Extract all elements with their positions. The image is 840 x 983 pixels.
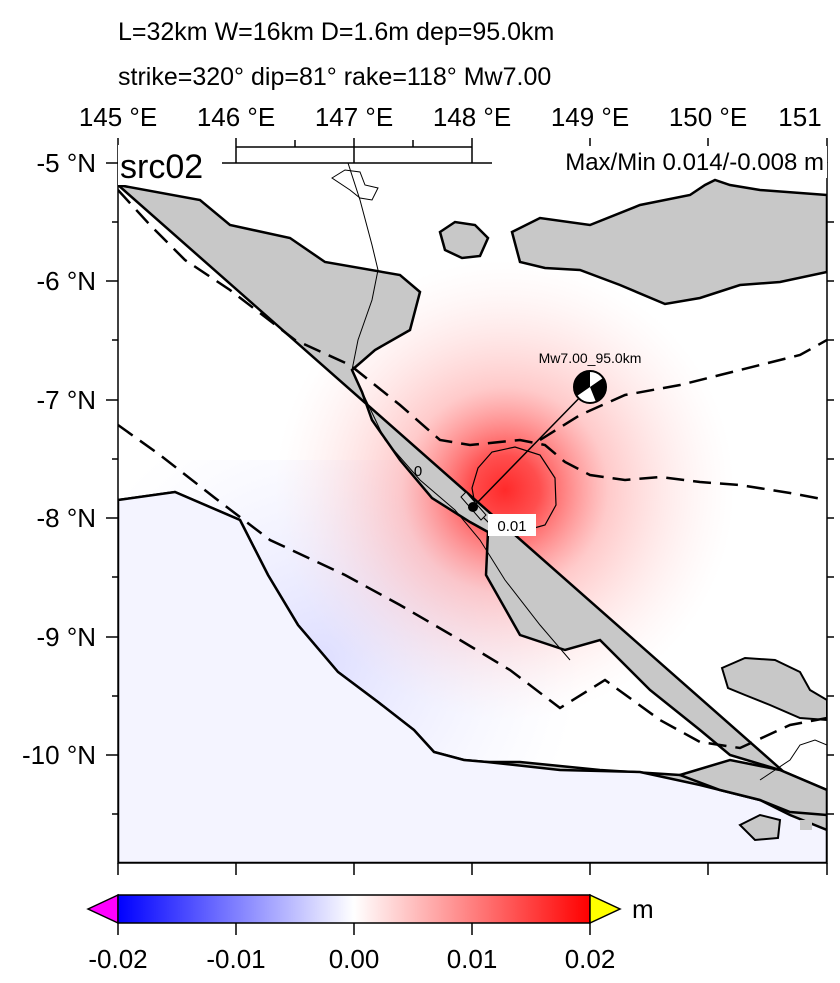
plate-boundaries [118,189,827,750]
colorbar: -0.02 -0.01 0.00 0.01 0.02 m [86,893,654,974]
contour-label-bg [488,514,536,536]
left-ticks [106,162,118,815]
colorbar-unit: m [632,894,654,924]
plate-boundary-east [539,338,827,442]
epicenter-marker [468,502,478,512]
lon-label-146: 146 °E [197,102,275,132]
contour-label-zero: 0 [414,463,422,480]
longitude-labels: 145 °E 146 °E 147 °E 148 °E 149 °E 150 °… [79,102,822,132]
header-fault-dimensions: L=32km W=16km D=1.6m dep=95.0km [118,18,555,46]
latitude-labels: -5 °N -6 °N -7 °N -8 °N -9 °N -10 °N [22,148,96,770]
colorbar-tick-label: 0.01 [447,944,498,974]
lon-label-148: 148 °E [433,102,511,132]
epicenter-leader-line [472,386,591,508]
maxmin-bg [492,146,827,178]
lat-label-8: -8 °N [36,503,96,533]
right-ticks [827,221,834,815]
colorbar-tick-label: -0.01 [206,944,265,974]
colorbar-tick-label: 0.02 [565,944,616,974]
lon-label-147: 147 °E [315,102,393,132]
lat-label-6: -6 °N [36,266,96,296]
contour-label-0.01: 0.01 [497,518,526,535]
focal-mechanism-beachball [573,370,607,404]
lon-label-145: 145 °E [79,102,157,132]
lon-label-151: 151 [778,102,821,132]
zero-contour [347,163,571,661]
header-fault-mechanism: strike=320° dip=81° rake=118° Mw7.00 [118,63,552,91]
land-small-island [438,220,490,260]
land-islet [738,813,782,842]
plate-boundary-north [118,189,827,502]
zero-contour-north [331,169,379,201]
map-area: Mw7.00_95.0km 0 0.01 [118,163,827,863]
colorbar-ticks [117,923,591,935]
lat-label-5: -5 °N [36,148,96,178]
maxmin-label: Max/Min 0.014/-0.008 m [565,149,824,176]
lat-label-9: -9 °N [36,622,96,652]
colorbar-over-triangle [589,893,622,925]
event-label: Mw7.00_95.0km [539,350,642,366]
colorbar-gradient [117,894,591,924]
colorbar-tick-label: 0.00 [329,944,380,974]
land-southeast [676,758,827,817]
bottom-ticks [117,863,828,875]
plate-boundary-south [118,423,827,750]
colorbar-tick-label: -0.02 [88,944,147,974]
lat-label-10: -10 °N [22,740,96,770]
land-islands-southeast [720,656,827,722]
lon-label-149: 149 °E [551,102,629,132]
land-new-britain [510,178,827,306]
colorbar-under-triangle [86,893,119,925]
source-label: src02 [120,148,203,186]
lon-label-150: 150 °E [669,102,747,132]
lat-label-7: -7 °N [36,385,96,415]
ocean-south [118,490,827,863]
zero-contour-south [759,739,827,781]
source-label-bg [118,145,222,185]
land-islet-2 [800,820,812,830]
